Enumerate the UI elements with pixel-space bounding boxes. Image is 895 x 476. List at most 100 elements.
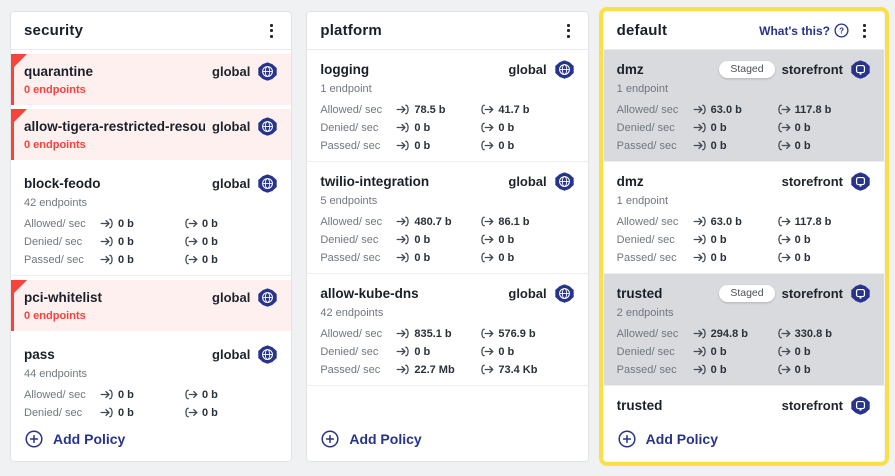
stat-out-text: 0 b: [202, 235, 218, 248]
stats-row-denied: Denied/ sec 0 b 0 b: [320, 121, 574, 134]
policy-card[interactable]: allow-tigera-restricted-resources global 0…: [11, 109, 292, 160]
policy-title-row: pci-whitelist global: [24, 287, 278, 307]
stats-row-allowed: Allowed/ sec 0 b 0 b: [24, 217, 278, 230]
policy-scope-label: global: [212, 175, 251, 191]
inbound-arrow-icon: [100, 236, 114, 247]
policy-name: twilio-integration: [320, 173, 430, 189]
policy-name: pass: [24, 346, 55, 362]
stat-value-out: 576.9 b: [480, 328, 574, 340]
inbound-arrow-icon: [693, 216, 707, 227]
outbound-arrow-icon: [480, 104, 494, 115]
traffic-stats: Allowed/ sec 294.8 b 330.8 b Denied/ sec 0 b…: [617, 327, 871, 376]
stat-label: Passed/ sec: [320, 139, 381, 152]
inbound-arrow-icon: [693, 234, 707, 245]
tier-header: default What's this??: [603, 12, 884, 50]
stat-label: Allowed/ sec: [320, 327, 383, 340]
outbound-arrow-icon: [480, 364, 494, 375]
stat-value-out: 0 b: [777, 346, 871, 358]
stats-row-allowed: Allowed/ sec 835.1 b 576.9 b: [320, 327, 574, 340]
stat-out-text: 0 b: [794, 363, 811, 376]
policy-title-row: quarantine global: [24, 61, 278, 81]
stat-value-in: 0 b: [100, 407, 184, 419]
whats-this-link[interactable]: What's this??: [759, 23, 849, 38]
stat-out-text: 330.8 b: [794, 327, 832, 340]
outbound-arrow-icon: [480, 252, 494, 263]
policy-card[interactable]: block-feodo global 42 endpoints Allowed/ se…: [11, 164, 292, 276]
stat-in-text: 0 b: [118, 388, 134, 401]
endpoints-count: 44 endpoints: [24, 368, 87, 380]
plus-circle-icon: [25, 430, 43, 448]
policy-scope-label: global: [212, 289, 251, 305]
policy-card[interactable]: dmz storefront 1 endpoint Allowed/ sec 63.0 …: [603, 162, 884, 274]
stat-out-text: 0 b: [498, 139, 515, 152]
inbound-arrow-icon: [693, 122, 707, 133]
policy-card[interactable]: allow-kube-dns global 42 endpoints Allowed/…: [307, 274, 588, 386]
stats-row-passed: Passed/ sec 0 b 0 b: [320, 251, 574, 264]
stat-out-text: 0 b: [498, 121, 515, 134]
stat-in-text: 78.5 b: [414, 103, 446, 116]
inbound-arrow-icon: [693, 346, 707, 357]
add-policy-label: Add Policy: [645, 431, 719, 447]
policy-card[interactable]: trusted Staged storefront 2 endpoints Allowe…: [603, 274, 884, 386]
stat-out-text: 117.8 b: [794, 215, 832, 228]
tier-title: default: [616, 22, 668, 39]
inbound-arrow-icon: [693, 252, 707, 263]
help-circle-icon: ?: [834, 23, 849, 38]
outbound-arrow-icon: [777, 364, 791, 375]
policy-scope-label: storefront: [781, 173, 843, 189]
policy-name: pci-whitelist: [24, 289, 103, 305]
policy-name: allow-kube-dns: [320, 285, 419, 301]
kebab-menu-icon[interactable]: [265, 20, 278, 42]
stats-row-denied: Denied/ sec 0 b 0 b: [320, 345, 574, 358]
stat-label: Passed/ sec: [320, 363, 381, 376]
policy-card[interactable]: twilio-integration global 5 endpoints Allow…: [307, 162, 588, 274]
policy-name: block-feodo: [24, 175, 101, 191]
policy-scope-label: global: [508, 285, 547, 301]
add-policy-button[interactable]: Add Policy: [11, 419, 292, 461]
add-policy-button[interactable]: Add Policy: [307, 419, 588, 461]
endpoints-count: 0 endpoints: [24, 310, 86, 322]
stat-label: Passed/ sec: [24, 253, 84, 266]
policy-card[interactable]: pass global 44 endpoints Allowed/ sec 0 b 0 b…: [11, 335, 292, 419]
stats-row-allowed: Allowed/ sec 78.5 b 41.7 b: [320, 103, 574, 116]
stat-value-out: 0 b: [184, 218, 278, 230]
stat-in-text: 0 b: [118, 406, 134, 419]
kebab-menu-icon[interactable]: [562, 20, 575, 42]
stat-value-out: 73.4 Kb: [480, 364, 574, 376]
add-policy-button[interactable]: Add Policy: [603, 419, 884, 461]
policy-scope-label: storefront: [781, 61, 843, 77]
add-policy-label: Add Policy: [349, 431, 422, 447]
outbound-arrow-icon: [777, 216, 791, 227]
plus-circle-icon: [321, 430, 339, 448]
stat-value-in: 0 b: [693, 346, 777, 358]
stat-in-text: 0 b: [710, 345, 727, 358]
inbound-arrow-icon: [100, 407, 114, 418]
stat-out-text: 0 b: [202, 253, 218, 266]
stat-out-text: 0 b: [202, 217, 218, 230]
stat-in-text: 0 b: [710, 121, 727, 134]
policy-card[interactable]: logging global 1 endpoint Allowed/ sec 78.5 …: [307, 50, 588, 162]
stat-value-out: 117.8 b: [777, 104, 871, 116]
policy-card[interactable]: pci-whitelist global 0 endpoints: [11, 280, 292, 331]
policy-card[interactable]: quarantine global 0 endpoints: [11, 54, 292, 105]
outbound-arrow-icon: [480, 328, 494, 339]
stat-in-text: 63.0 b: [710, 215, 742, 228]
tier-column-security: security quarantine global 0 endpoints allow…: [10, 11, 293, 462]
traffic-stats: Allowed/ sec 63.0 b 117.8 b Denied/ sec 0 b 0…: [617, 215, 871, 264]
outbound-arrow-icon: [480, 140, 494, 151]
policy-title-row: trusted Staged storefront: [617, 283, 871, 303]
policy-title-row: dmz storefront: [617, 171, 871, 191]
stats-row-allowed: Allowed/ sec 63.0 b 117.8 b: [617, 103, 871, 116]
policy-card[interactable]: dmz Staged storefront 1 endpoint Allowed/ se…: [603, 50, 884, 162]
stat-label: Allowed/ sec: [616, 103, 679, 116]
stats-row-passed: Passed/ sec 0 b 0 b: [617, 139, 871, 152]
traffic-stats: Allowed/ sec 63.0 b 117.8 b Denied/ sec 0 b 0…: [617, 103, 871, 152]
policy-card[interactable]: trusted storefront: [603, 386, 884, 419]
policy-card-list: dmz Staged storefront 1 endpoint Allowed/ se…: [603, 50, 884, 419]
policy-title-row: allow-tigera-restricted-resources global: [24, 116, 278, 136]
whats-this-label: What's this?: [759, 23, 830, 38]
kebab-menu-icon[interactable]: [858, 20, 871, 42]
stat-in-text: 0 b: [118, 235, 134, 248]
endpoints-count: 42 endpoints: [24, 197, 87, 209]
stat-in-text: 294.8 b: [710, 327, 748, 340]
